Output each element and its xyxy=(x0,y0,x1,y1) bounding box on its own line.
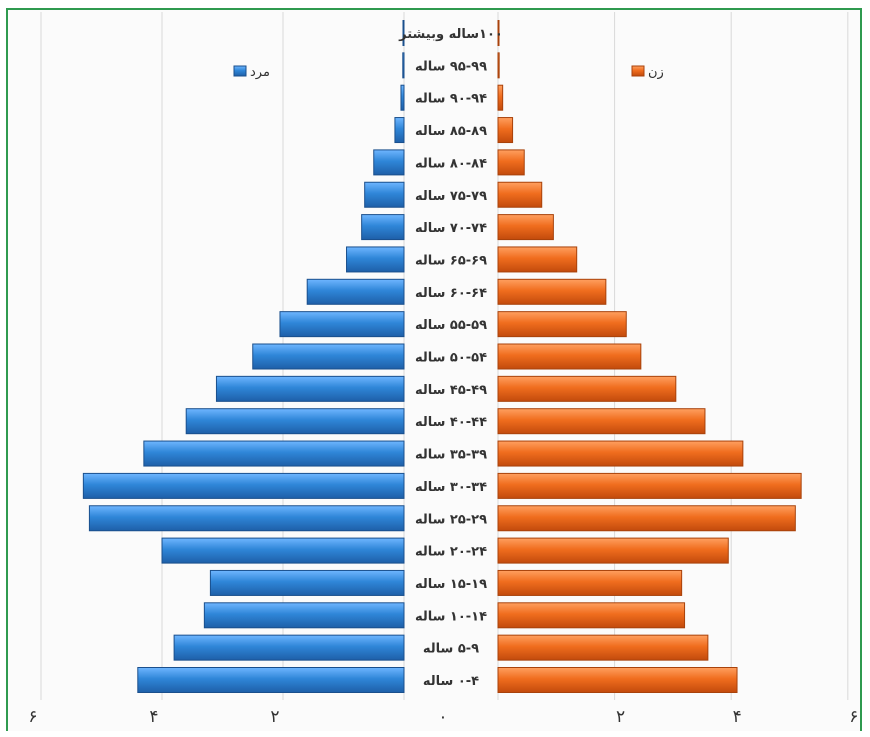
age-label: ۴۵-۴۹ ساله xyxy=(415,383,487,398)
bar-male xyxy=(209,569,405,596)
bar-female xyxy=(497,278,607,305)
bar-male xyxy=(306,278,405,305)
bar-male xyxy=(143,440,405,467)
bar-male xyxy=(203,602,405,629)
age-label: ۹۵-۹۹ ساله xyxy=(415,59,487,74)
bar-female xyxy=(497,343,642,370)
bar-male xyxy=(373,149,405,176)
bar-male xyxy=(137,667,405,693)
age-label: ۷۰-۷۴ ساله xyxy=(415,221,487,236)
age-label: ۶۵-۶۹ ساله xyxy=(415,253,487,268)
age-label: ۹۰-۹۴ ساله xyxy=(415,92,487,107)
x-tick-label: ۲ xyxy=(616,707,625,727)
age-label: ۸۰-۸۴ ساله xyxy=(415,156,487,171)
bar-male xyxy=(185,408,405,435)
age-label: ۳۵-۳۹ ساله xyxy=(415,448,487,463)
bars xyxy=(82,20,802,693)
bar-female xyxy=(497,667,738,693)
bar-female xyxy=(497,149,525,176)
age-label: ۵-۹ ساله xyxy=(423,642,479,657)
age-label: ۵۵-۵۹ ساله xyxy=(415,318,487,333)
age-label: ۱۰-۱۴ ساله xyxy=(415,609,487,624)
age-label: ۶۰-۶۴ ساله xyxy=(415,286,487,301)
x-tick-label: ۴ xyxy=(733,707,742,727)
age-label: ۴۰-۴۴ ساله xyxy=(415,415,487,430)
bar-male xyxy=(364,181,405,208)
x-tick-label: ۴ xyxy=(149,707,158,727)
age-label: ۳۰-۳۴ ساله xyxy=(415,480,487,495)
legend-swatch-male xyxy=(233,65,247,77)
age-label: ۰-۴ ساله xyxy=(423,674,479,689)
bar-female xyxy=(497,408,706,435)
age-label: ۲۵-۲۹ ساله xyxy=(415,512,487,527)
bar-female xyxy=(497,20,500,46)
bar-male xyxy=(402,20,405,46)
age-label: ۱۵-۱۹ ساله xyxy=(415,577,487,592)
age-label: ۲۰-۲۴ ساله xyxy=(415,545,487,560)
legend-label-male: مرد xyxy=(250,65,270,80)
legend-label-female: زن xyxy=(648,65,664,80)
bar-female xyxy=(497,505,796,532)
bar-female xyxy=(497,84,504,111)
bar-male xyxy=(346,246,405,273)
bar-male xyxy=(400,84,405,111)
x-tick-labels: ۶ ۴ ۲ ۰ ۲ ۴ ۶ xyxy=(28,707,858,727)
bar-male xyxy=(394,117,405,144)
legend: مرد زن xyxy=(233,65,664,80)
age-label: ۱۰۰ساله وبیشتر xyxy=(398,27,503,42)
age-label: ۸۵-۸۹ ساله xyxy=(415,124,487,139)
bar-male xyxy=(82,472,405,499)
x-tick-label: ۶ xyxy=(28,707,37,727)
bar-male xyxy=(402,52,405,79)
bar-female xyxy=(497,472,802,499)
x-tick-label: ۶ xyxy=(849,707,858,727)
bar-female xyxy=(497,52,500,79)
age-label: ۷۵-۷۹ ساله xyxy=(415,189,487,204)
bar-female xyxy=(497,634,709,661)
bar-male xyxy=(215,375,405,402)
bar-female xyxy=(497,602,686,629)
bar-female xyxy=(497,181,543,208)
age-labels: ۰-۴ ساله ۵-۹ ساله ۱۰-۱۴ ساله ۱۵-۱۹ ساله ۲۰-۲… xyxy=(398,27,503,689)
age-label: ۵۰-۵۴ ساله xyxy=(415,351,487,366)
x-tick-label: ۰ xyxy=(438,707,447,727)
bar-male xyxy=(161,537,405,564)
legend-swatch-female xyxy=(631,65,645,77)
bar-female xyxy=(497,311,627,338)
bar-female xyxy=(497,214,554,241)
chart-frame xyxy=(6,8,862,731)
bar-male xyxy=(173,634,405,661)
bar-female xyxy=(497,375,677,402)
bar-female xyxy=(497,117,514,144)
bar-male xyxy=(361,214,405,241)
bar-male xyxy=(88,505,405,532)
bar-female xyxy=(497,440,744,467)
bar-male xyxy=(279,311,405,338)
x-tick-label: ۲ xyxy=(270,707,279,727)
bar-female xyxy=(497,246,578,273)
bar-male xyxy=(252,343,405,370)
bar-female xyxy=(497,569,683,596)
bar-female xyxy=(497,537,729,564)
